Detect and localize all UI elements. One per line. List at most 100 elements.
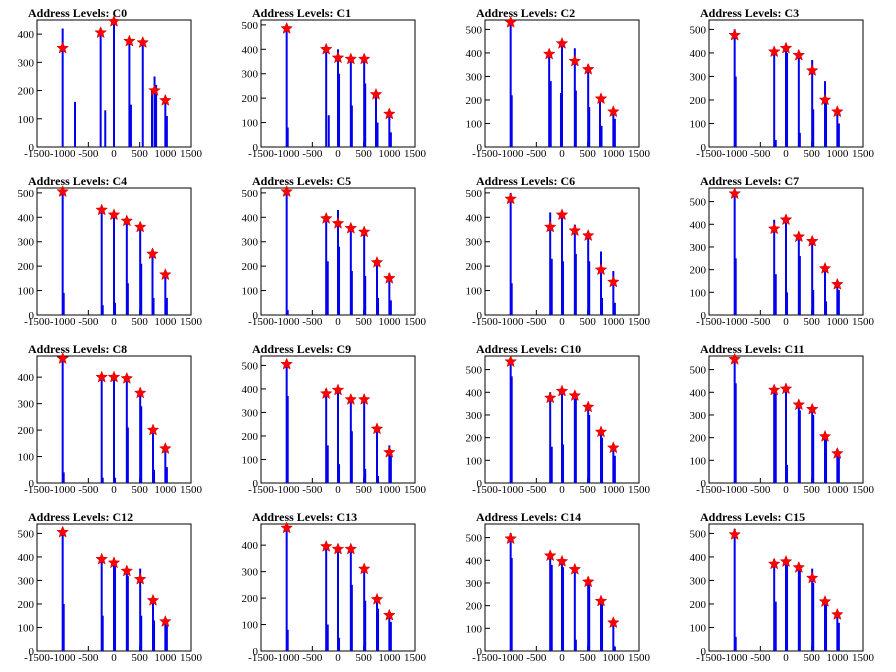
x-tick-label: -1500 bbox=[696, 148, 722, 160]
plot-title: Address Levels: C8 bbox=[28, 342, 127, 356]
x-tick-label: -1500 bbox=[248, 316, 274, 328]
y-tick-label: 100 bbox=[466, 623, 483, 635]
y-tick-label: 0 bbox=[701, 478, 707, 490]
y-tick-label: 300 bbox=[242, 567, 259, 579]
y-tick-label: 200 bbox=[18, 261, 35, 273]
y-tick-label: 400 bbox=[242, 44, 259, 56]
x-tick-label: 1000 bbox=[826, 148, 849, 160]
peak-marker bbox=[830, 446, 844, 459]
peak-marker bbox=[728, 28, 742, 41]
y-tick-label: 100 bbox=[242, 620, 259, 632]
x-tick-label: 0 bbox=[783, 316, 789, 328]
y-tick-label: 300 bbox=[18, 57, 35, 69]
x-tick-label: -500 bbox=[526, 652, 547, 664]
x-tick-label: -1500 bbox=[696, 316, 722, 328]
y-tick-label: 400 bbox=[466, 48, 483, 60]
peak-marker bbox=[542, 47, 556, 60]
y-tick-label: 100 bbox=[18, 286, 35, 298]
y-tick-label: 500 bbox=[466, 533, 483, 545]
y-tick-label: 300 bbox=[18, 237, 35, 249]
x-tick-label: 1500 bbox=[852, 484, 875, 496]
y-tick-label: 200 bbox=[242, 93, 259, 105]
peak-marker bbox=[280, 21, 294, 34]
y-tick-label: 200 bbox=[466, 261, 483, 273]
plot-panel: Address Levels: C70100200300400500-1500-… bbox=[690, 174, 875, 328]
x-tick-label: 0 bbox=[559, 148, 565, 160]
x-tick-label: -1000 bbox=[722, 652, 748, 664]
y-tick-label: 0 bbox=[477, 310, 483, 322]
plot-panel: Address Levels: C30100200300400500-1500-… bbox=[690, 6, 875, 160]
x-tick-label: 500 bbox=[355, 316, 372, 328]
y-tick-label: 300 bbox=[690, 242, 707, 254]
x-tick-label: 1000 bbox=[154, 148, 177, 160]
x-tick-label: 1500 bbox=[628, 148, 651, 160]
x-tick-label: 500 bbox=[355, 148, 372, 160]
x-tick-label: -1500 bbox=[24, 652, 50, 664]
peak-marker bbox=[56, 185, 70, 198]
plot-panel: Address Levels: C14 0 100 200 300 400 500 -1500… bbox=[466, 510, 651, 664]
x-tick-label: -1500 bbox=[24, 316, 50, 328]
x-tick-label: 1000 bbox=[826, 484, 849, 496]
y-tick-label: 100 bbox=[466, 455, 483, 467]
plot-title: Address Levels: C4 bbox=[28, 174, 127, 188]
peak-marker bbox=[382, 445, 396, 458]
peak-marker bbox=[779, 554, 793, 568]
x-tick-label: 1500 bbox=[180, 316, 203, 328]
plot-title: Address Levels: C14 bbox=[476, 510, 581, 524]
y-tick-label: 200 bbox=[690, 599, 707, 611]
y-tick-label: 400 bbox=[18, 212, 35, 224]
x-tick-label: 1000 bbox=[378, 316, 401, 328]
plot-panel: Address Levels: C50100200300400500-1500-… bbox=[242, 174, 427, 328]
peak-marker bbox=[56, 41, 70, 54]
x-tick-label: -500 bbox=[302, 484, 323, 496]
y-tick-label: 400 bbox=[242, 540, 259, 552]
y-tick-label: 500 bbox=[466, 188, 483, 200]
peak-marker bbox=[543, 391, 557, 404]
x-tick-label: 500 bbox=[579, 148, 596, 160]
plot-panel: Address Levels: C60100200300400500-1500-… bbox=[466, 174, 651, 328]
peak-marker bbox=[344, 392, 358, 405]
plot-panel: Address Levels: C10100200300400500-1500-… bbox=[242, 6, 427, 160]
peak-marker bbox=[107, 370, 121, 383]
peak-marker bbox=[779, 382, 793, 395]
x-tick-label: 0 bbox=[335, 148, 341, 160]
peak-marker bbox=[581, 62, 595, 75]
x-tick-label: 1000 bbox=[378, 148, 401, 160]
x-tick-label: 500 bbox=[803, 316, 820, 328]
peak-marker bbox=[280, 185, 294, 198]
peak-marker bbox=[581, 228, 595, 242]
peak-marker bbox=[728, 352, 742, 365]
x-tick-label: -500 bbox=[302, 148, 323, 160]
x-tick-label: 1500 bbox=[852, 316, 875, 328]
x-tick-label: -1000 bbox=[498, 316, 524, 328]
y-tick-label: 200 bbox=[242, 431, 259, 443]
y-tick-label: 400 bbox=[242, 384, 259, 396]
y-tick-label: 500 bbox=[242, 20, 259, 32]
peak-marker bbox=[382, 608, 396, 621]
y-tick-label: 200 bbox=[466, 433, 483, 445]
plot-title: Address Levels: C1 bbox=[252, 6, 351, 20]
plot-title: Address Levels: C6 bbox=[476, 174, 575, 188]
peak-marker bbox=[357, 225, 371, 238]
x-tick-label: 1000 bbox=[826, 652, 849, 664]
peak-marker bbox=[568, 54, 582, 67]
y-tick-label: 500 bbox=[18, 528, 35, 540]
x-tick-label: 1000 bbox=[826, 316, 849, 328]
peak-marker bbox=[606, 105, 620, 118]
peak-marker bbox=[107, 208, 121, 221]
peak-marker bbox=[830, 105, 844, 118]
y-tick-label: 300 bbox=[18, 575, 35, 587]
peak-marker bbox=[120, 371, 134, 384]
peak-marker bbox=[767, 222, 781, 235]
peak-marker bbox=[818, 261, 832, 274]
x-tick-label: 1500 bbox=[852, 148, 875, 160]
x-tick-label: -1500 bbox=[696, 652, 722, 664]
y-tick-label: 200 bbox=[18, 425, 35, 437]
peak-marker bbox=[357, 392, 371, 405]
peak-marker bbox=[594, 263, 608, 276]
x-tick-label: 0 bbox=[559, 316, 565, 328]
peak-marker bbox=[107, 556, 121, 569]
y-tick-label: 100 bbox=[18, 452, 35, 464]
y-tick-label: 0 bbox=[701, 646, 707, 658]
